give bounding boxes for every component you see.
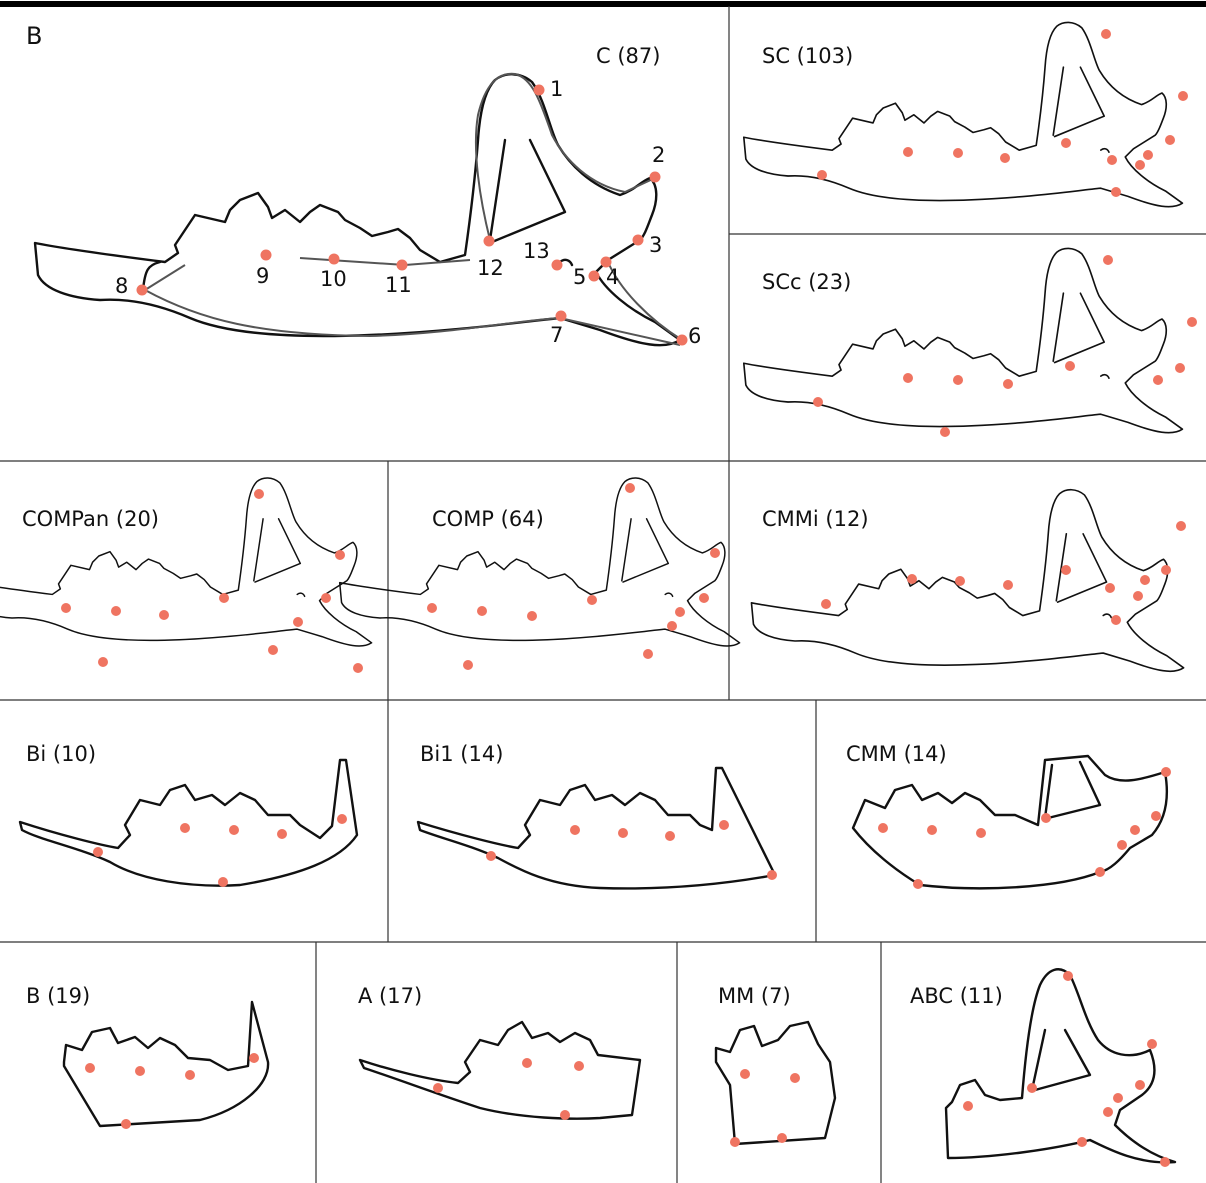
landmarks-Bi1 [486,820,777,880]
panel-label-C: C (87) [596,44,660,68]
landmark-number-6: 6 [688,324,701,348]
landmarks-CMMi [821,521,1186,625]
panel-label-SC: SC (103) [762,44,853,68]
panel-A: A (17) [358,984,642,1120]
mandible-outline-Bi [18,758,359,887]
panel-label-COMPan: COMPan (20) [22,507,159,531]
mandible-outline-CMM [851,754,1169,890]
panel-label-Bi: Bi (10) [26,742,96,766]
panel-COMPan: COMPan (20) [0,477,373,673]
landmark-number-7: 7 [550,323,563,347]
mandible-outline-COMP [338,477,741,647]
panel-MM: MM (7) [714,984,837,1147]
panel-letter: B [26,22,42,50]
landmark-numbers-C: 1 2 3 4 5 6 7 8 9 10 11 12 13 [115,77,701,348]
mandible-outline-A [358,1020,642,1120]
panel-Bi1: Bi1 (14) [416,742,777,890]
landmark-number-11: 11 [385,273,412,297]
panel-label-SCc: SCc (23) [762,270,851,294]
panel-label-Bi1: Bi1 (14) [420,742,503,766]
landmark-number-13: 13 [523,239,550,263]
mandible-outline-C [33,73,682,347]
panel-label-A: A (17) [358,984,422,1008]
mandible-outline-MM [714,1020,837,1146]
coronoid-detail-ABC [1030,1028,1092,1092]
panel-SC: SC (103) [742,21,1188,208]
landmarks-COMP [427,483,720,670]
mandible-outline-B [62,1000,270,1128]
landmarks-ABC [963,971,1170,1167]
panel-label-MM: MM (7) [718,984,791,1008]
landmarks-B [85,1053,259,1129]
landmark-number-1: 1 [550,77,563,101]
landmark-number-2: 2 [652,143,665,167]
panel-Bi: Bi (10) [18,742,359,887]
panel-label-CMM: CMM (14) [846,742,947,766]
landmarks-C [136,84,688,346]
landmark-number-8: 8 [115,274,128,298]
landmark-number-3: 3 [649,233,662,257]
panel-CMMi: CMMi (12) [750,488,1186,673]
mandible-outline-ABC [944,968,1177,1164]
landmarks-CMM [878,767,1171,889]
mandible-outline-Bi1 [416,766,777,890]
landmarks-A [433,1058,584,1120]
panel-label-CMMi: CMMi (12) [762,507,869,531]
landmarks-SC [817,29,1188,197]
landmark-number-10: 10 [320,267,347,291]
panel-COMP: COMP (64) [338,477,741,670]
panel-C: C (87) 1 2 3 4 5 6 7 8 9 10 1 [33,44,701,348]
landmark-number-5: 5 [573,265,586,289]
landmark-number-12: 12 [477,256,504,280]
panel-SCc: SCc (23) [742,247,1197,437]
panel-label-ABC: ABC (11) [910,984,1003,1008]
landmarks-COMPan [61,489,363,673]
panel-label-COMP: COMP (64) [432,507,544,531]
coronoid-detail-CMM [1043,760,1102,820]
mandible-outline-COMPan [0,477,373,647]
panel-B: B (19) [26,984,270,1129]
panel-grid [0,6,1206,1183]
landmarks-SCc [813,255,1197,437]
landmarks-MM [730,1069,800,1147]
panel-CMM: CMM (14) [846,742,1171,890]
semilandmark-chain-C [144,72,683,346]
panel-label-B: B (19) [26,984,90,1008]
landmark-number-4: 4 [606,265,619,289]
landmark-number-9: 9 [256,264,269,288]
panel-ABC: ABC (11) [910,968,1177,1167]
landmarks-Bi [93,814,347,887]
